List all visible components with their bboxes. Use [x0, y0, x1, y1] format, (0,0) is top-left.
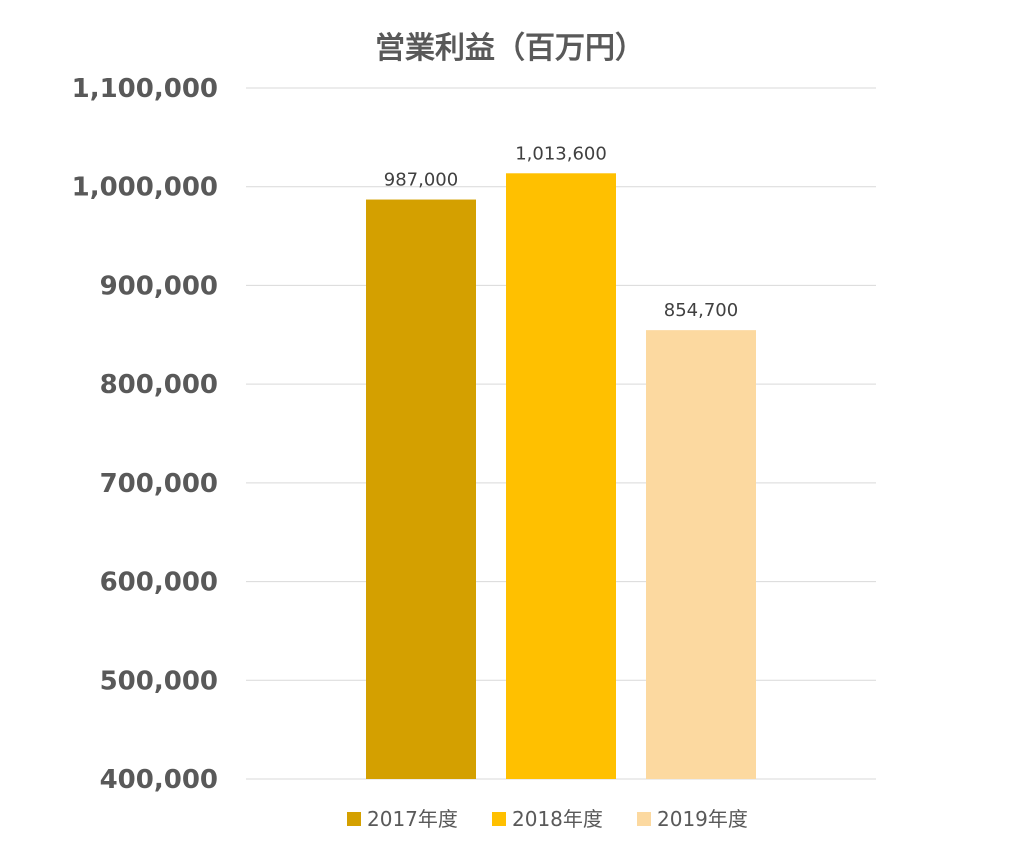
- legend-swatch: [492, 812, 506, 826]
- legend-label: 2018年度: [512, 807, 603, 831]
- y-axis-ticks: 1,100,000 1,000,000 900,000 800,000 700,000 6…: [72, 74, 218, 795]
- bar-3: [646, 330, 756, 779]
- y-tick-label: 1,000,000: [72, 173, 218, 203]
- bar-2: [506, 173, 616, 780]
- y-tick-label: 900,000: [100, 271, 218, 301]
- data-label: 987,000: [384, 170, 458, 191]
- legend-label: 2019年度: [657, 807, 748, 831]
- y-tick-label: 500,000: [100, 666, 218, 696]
- legend-swatch: [347, 812, 361, 826]
- y-tick-label: 800,000: [100, 370, 218, 400]
- y-tick-label: 400,000: [100, 765, 218, 795]
- legend-swatch: [637, 812, 651, 826]
- data-label: 1,013,600: [515, 143, 607, 164]
- y-tick-label: 1,100,000: [72, 74, 218, 104]
- y-tick-label: 600,000: [100, 568, 218, 598]
- y-tick-label: 700,000: [100, 469, 218, 499]
- chart-title: 営業利益（百万円）: [375, 31, 645, 66]
- legend-label: 2017年度: [367, 807, 458, 831]
- data-labels: 987,000 1,013,600 854,700: [384, 143, 738, 321]
- bars: [366, 173, 756, 780]
- bar-1: [366, 199, 476, 780]
- legend: 2017年度 2018年度 2019年度: [347, 807, 748, 831]
- data-label: 854,700: [664, 300, 738, 321]
